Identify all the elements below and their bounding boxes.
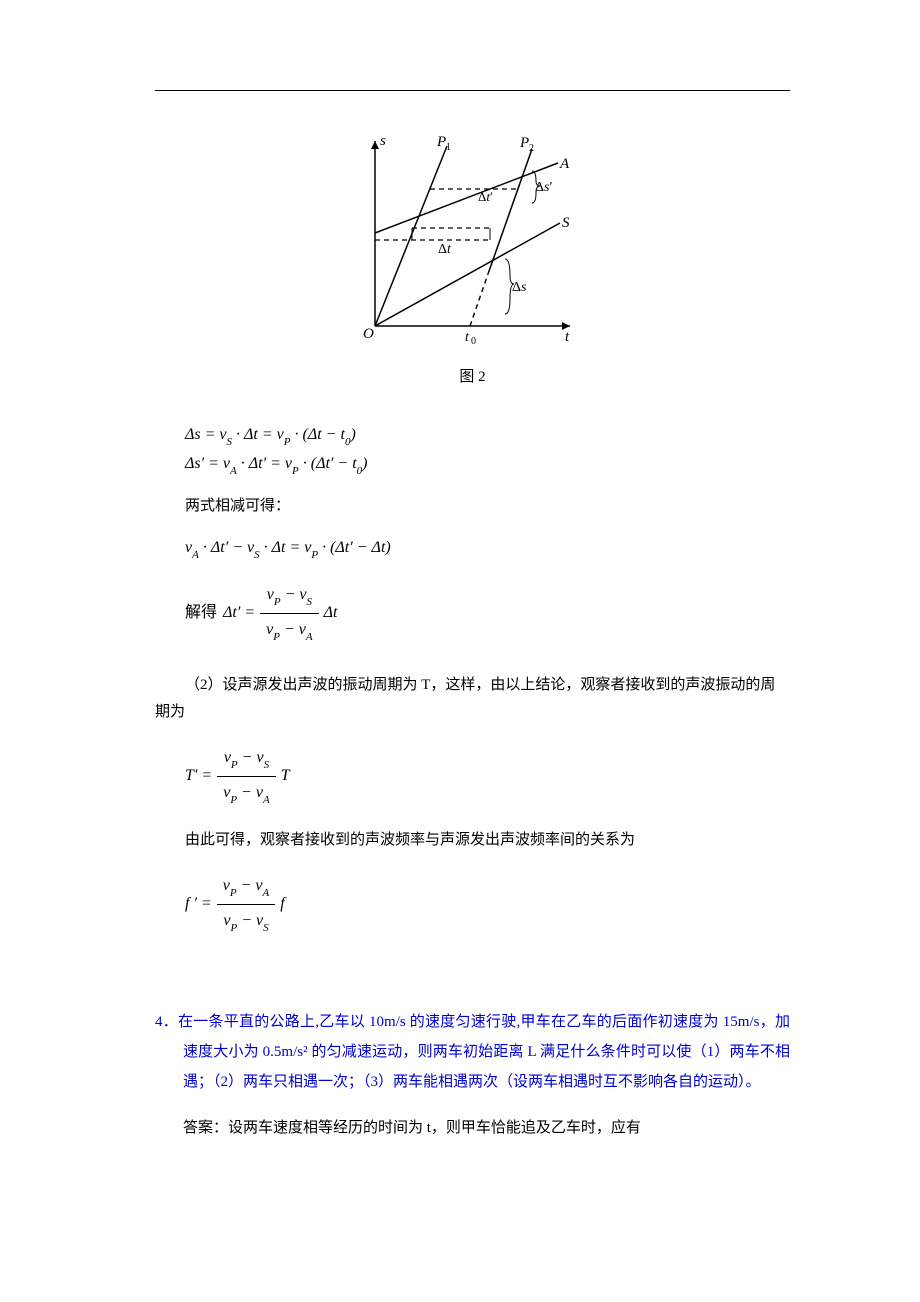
text-subtract: 两式相减可得： bbox=[185, 493, 790, 520]
svg-text:Δt: Δt bbox=[438, 242, 452, 257]
eq-frequency: f ′ = vP − vA vP − vS f bbox=[185, 872, 790, 937]
figure-2: O t s P 1 P 2 A S Δt Δt′ Δs′ Δs t bbox=[155, 131, 790, 356]
svg-text:P: P bbox=[436, 134, 446, 150]
svg-text:O: O bbox=[363, 326, 374, 342]
svg-text:P: P bbox=[519, 135, 529, 151]
svg-text:S: S bbox=[562, 215, 570, 231]
svg-text:s: s bbox=[380, 133, 386, 149]
eq-solve-dt: 解得 Δt′ = vP − vS vP − vA Δt bbox=[185, 581, 790, 646]
svg-text:t: t bbox=[565, 329, 570, 345]
svg-text:Δs: Δs bbox=[512, 280, 527, 295]
svg-text:0: 0 bbox=[471, 336, 476, 346]
eq-subtracted: vA · Δt′ − vS · Δt = vP · (Δt′ − Δt) bbox=[185, 534, 790, 563]
figure-2-svg: O t s P 1 P 2 A S Δt Δt′ Δs′ Δs t bbox=[360, 131, 585, 346]
svg-text:t: t bbox=[465, 330, 470, 345]
eq-period: T′ = vP − vS vP − vA T bbox=[185, 744, 790, 809]
svg-text:1: 1 bbox=[446, 142, 451, 153]
svg-text:A: A bbox=[559, 156, 570, 172]
eq-delta-s: Δs = vS · Δt = vP · (Δt − t0) Δs′ = vA ·… bbox=[185, 421, 790, 479]
question-4: 4．在一条平直的公路上,乙车以 10m/s 的速度匀速行驶,甲车在乙车的后面作初… bbox=[155, 1007, 790, 1097]
figure-2-caption: 图 2 bbox=[155, 364, 790, 391]
para-freq: 由此可得，观察者接收到的声波频率与声源发出声波频率间的关系为 bbox=[185, 827, 790, 854]
answer-4: 答案：设两车速度相等经历的时间为 t，则甲车恰能追及乙车时，应有 bbox=[183, 1115, 790, 1142]
svg-text:Δt′: Δt′ bbox=[478, 189, 493, 204]
top-rule bbox=[155, 90, 790, 91]
svg-text:2: 2 bbox=[529, 143, 534, 154]
para-part2: （2）设声源发出声波的振动周期为 T，这样，由以上结论，观察者接收到的声波振动的… bbox=[155, 672, 790, 726]
